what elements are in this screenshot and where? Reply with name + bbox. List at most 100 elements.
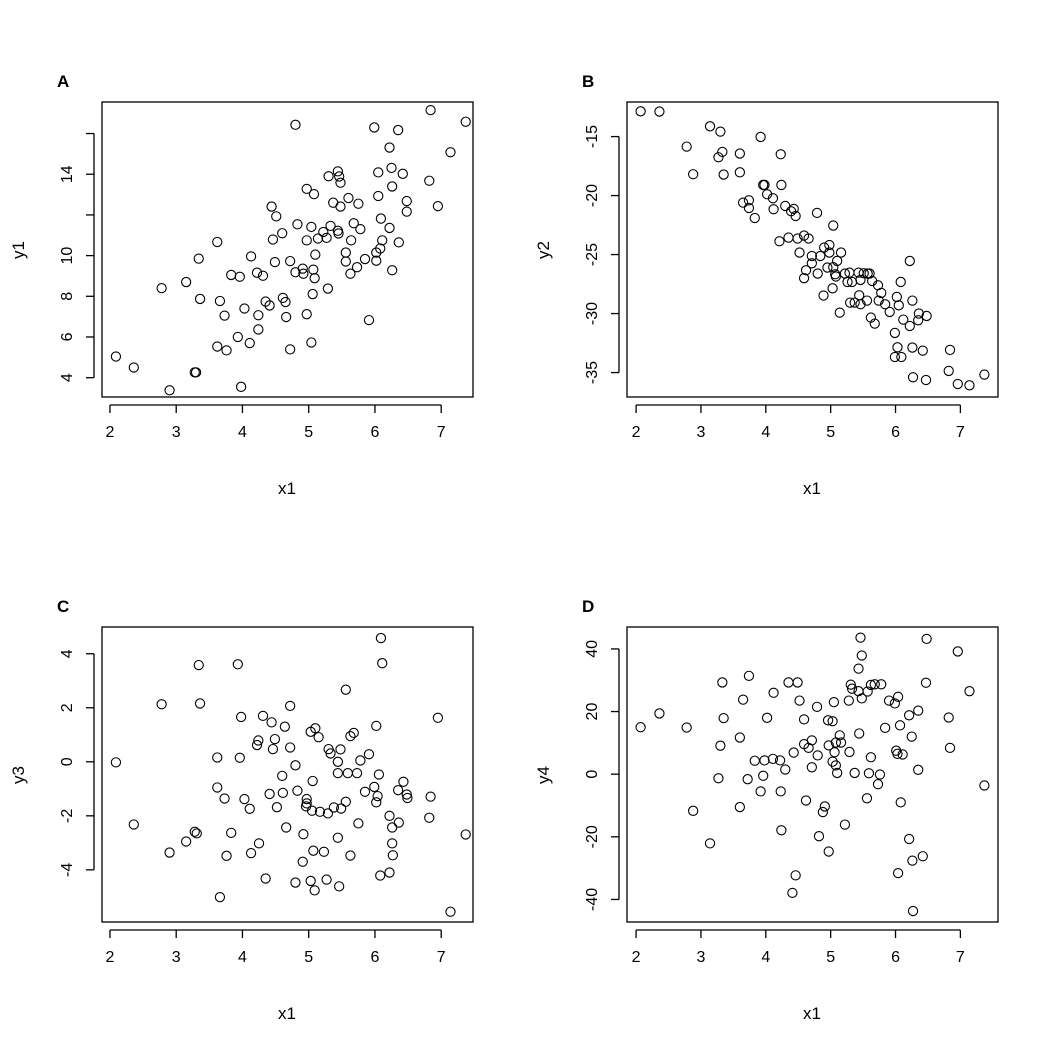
data-point xyxy=(806,735,818,746)
data-point xyxy=(876,287,887,299)
data-point xyxy=(363,749,375,760)
data-point xyxy=(392,785,404,796)
data-point xyxy=(774,236,785,247)
data-point xyxy=(800,265,812,276)
data-point xyxy=(234,752,245,763)
data-point xyxy=(386,162,397,174)
data-point xyxy=(387,850,398,861)
data-point xyxy=(717,146,728,158)
data-point xyxy=(759,755,770,766)
y-tick-label: 0 xyxy=(59,757,76,766)
data-point xyxy=(913,764,924,775)
data-point xyxy=(281,311,292,323)
data-point xyxy=(856,650,867,661)
y-tick-label: 40 xyxy=(584,640,601,658)
data-point xyxy=(387,265,398,276)
data-point xyxy=(803,233,814,244)
data-point xyxy=(384,867,395,878)
data-points xyxy=(635,632,990,917)
data-point xyxy=(979,780,990,791)
data-point xyxy=(715,126,726,137)
data-point xyxy=(310,723,321,734)
data-point xyxy=(758,770,769,781)
y-axis: -40 -20 0 20 40 xyxy=(584,640,620,911)
data-point xyxy=(445,147,456,158)
data-point xyxy=(913,308,925,319)
data-point xyxy=(654,708,665,719)
data-point xyxy=(425,104,436,116)
data-point xyxy=(819,801,830,812)
data-point xyxy=(318,226,329,238)
data-point xyxy=(856,693,867,704)
x-tick-label: 6 xyxy=(891,949,900,966)
data-point xyxy=(292,219,303,230)
data-point xyxy=(920,374,932,386)
data-point xyxy=(232,659,243,670)
data-point xyxy=(375,632,387,644)
data-point xyxy=(306,221,317,233)
y-tick-label: -40 xyxy=(584,888,601,911)
data-point xyxy=(110,757,122,768)
data-point xyxy=(780,764,791,775)
data-point xyxy=(301,183,312,195)
data-point xyxy=(822,715,834,726)
x-tick-label: 2 xyxy=(632,424,641,441)
data-point xyxy=(219,310,230,321)
x-tick-label: 7 xyxy=(956,424,965,441)
x-axis: 2 3 4 5 6 7 xyxy=(632,929,965,966)
data-point xyxy=(194,293,206,305)
data-point xyxy=(277,770,288,782)
data-point xyxy=(913,705,924,716)
data-point xyxy=(323,171,334,182)
data-point xyxy=(920,677,932,688)
data-point xyxy=(308,845,319,856)
data-point xyxy=(715,740,726,751)
data-point xyxy=(253,310,264,321)
data-point xyxy=(713,773,724,784)
data-point xyxy=(846,683,858,694)
data-point xyxy=(737,694,749,705)
data-point xyxy=(321,874,332,885)
data-point xyxy=(767,753,779,764)
data-point xyxy=(281,822,292,833)
data-point xyxy=(823,740,834,751)
data-point xyxy=(944,742,956,754)
data-point xyxy=(834,307,845,318)
data-point xyxy=(401,206,412,217)
data-point xyxy=(306,805,318,816)
data-point xyxy=(907,295,918,306)
data-point xyxy=(384,142,395,153)
data-point xyxy=(921,310,932,322)
y-tick-label: -20 xyxy=(584,825,601,848)
data-point xyxy=(340,256,351,267)
data-point xyxy=(308,189,320,200)
x-axis-label: x1 xyxy=(278,479,296,498)
data-point xyxy=(373,769,385,780)
data-point xyxy=(768,687,779,698)
x-axis: 2 3 4 5 6 7 xyxy=(105,929,446,966)
y-axis: 4 6 8 10 14 xyxy=(59,132,95,382)
data-points xyxy=(110,104,471,396)
data-point xyxy=(839,819,851,830)
data-point xyxy=(322,283,334,294)
data-point xyxy=(345,268,356,279)
data-point xyxy=(212,341,223,352)
data-point xyxy=(375,243,386,254)
data-point xyxy=(244,803,255,814)
data-point xyxy=(284,344,296,355)
y-tick-label: 10 xyxy=(59,247,76,265)
data-point xyxy=(401,195,412,207)
data-point xyxy=(884,306,895,318)
data-point xyxy=(879,299,891,310)
data-point xyxy=(235,711,247,723)
data-point xyxy=(335,201,346,212)
panel-c: C 2 3 4 5 6 7 -4 -2 0 2 4 x1 y3 xyxy=(9,597,474,1023)
data-point xyxy=(898,314,909,325)
data-point xyxy=(759,179,770,191)
data-point xyxy=(332,756,343,767)
data-point xyxy=(353,198,364,209)
data-point xyxy=(348,727,359,739)
data-point xyxy=(193,659,204,671)
data-point xyxy=(340,796,351,807)
data-point xyxy=(277,787,289,799)
